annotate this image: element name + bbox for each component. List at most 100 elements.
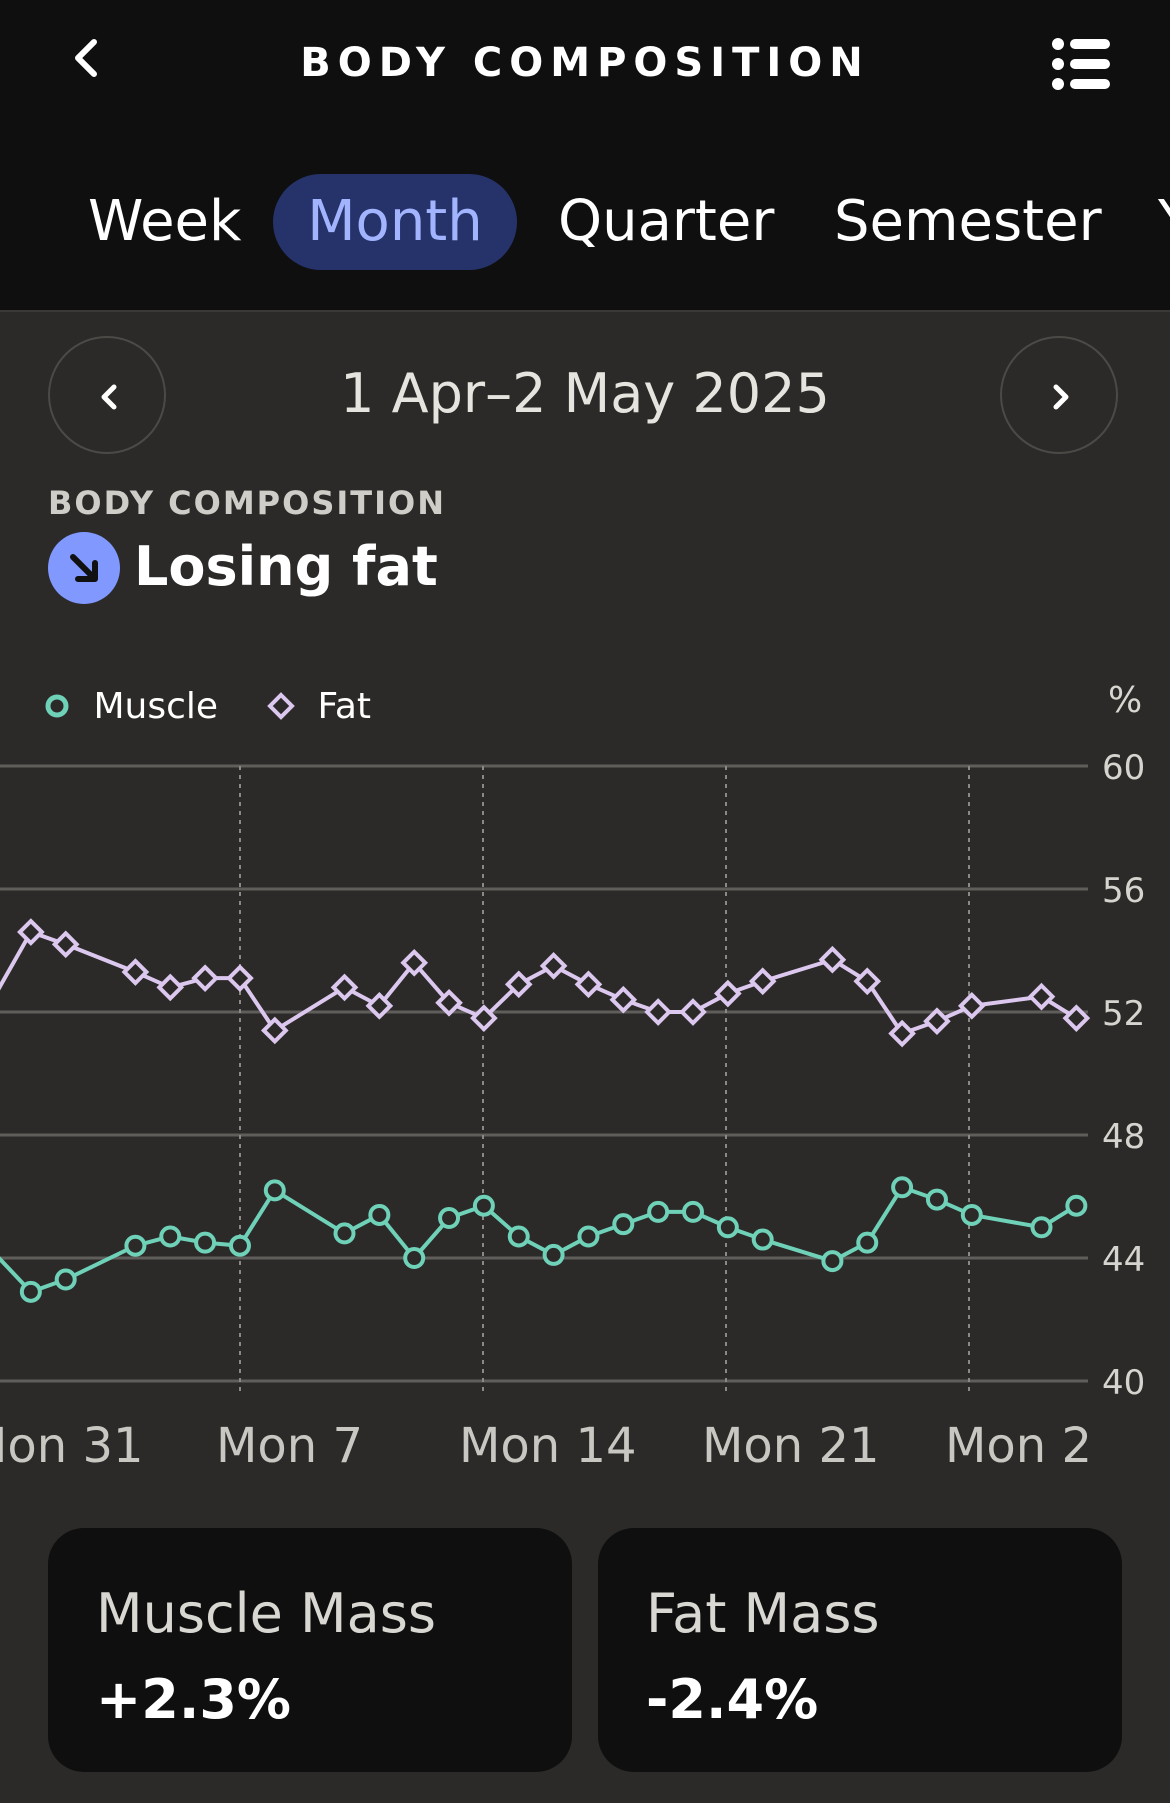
- fat-point: [888, 1019, 916, 1048]
- top-bar: BODY COMPOSITION Week Month Quarter Seme…: [0, 0, 1170, 312]
- muscle-point: [263, 1179, 286, 1202]
- fat-point: [714, 979, 742, 1008]
- x-tick-label: Mon 14: [459, 1418, 637, 1474]
- muscle-point: [612, 1213, 635, 1236]
- muscle-mass-title: Muscle Mass: [96, 1582, 436, 1645]
- fat-point: [609, 985, 638, 1014]
- fat-mass-title: Fat Mass: [646, 1582, 880, 1645]
- muscle-point: [333, 1222, 356, 1245]
- fat-point: [818, 945, 847, 974]
- tab-semester[interactable]: Semester: [834, 189, 1102, 254]
- legend-muscle-label: Muscle: [93, 686, 219, 727]
- y-tick-label: 60: [1102, 748, 1145, 788]
- fat-point: [156, 973, 185, 1002]
- muscle-point: [403, 1247, 426, 1269]
- muscle-point: [647, 1200, 670, 1223]
- fat-point: [539, 952, 568, 980]
- muscle-point: [577, 1225, 600, 1248]
- muscle-point: [1065, 1194, 1088, 1217]
- muscle-point: [960, 1203, 983, 1226]
- fat-mass-value: -2.4%: [646, 1668, 819, 1731]
- tab-quarter[interactable]: Quarter: [558, 189, 775, 254]
- diamond-marker-icon: [267, 692, 295, 720]
- muscle-point: [821, 1250, 844, 1273]
- fat-point: [957, 992, 986, 1020]
- menu-button[interactable]: [1050, 36, 1112, 92]
- muscle-point: [542, 1243, 565, 1266]
- x-tick-label: Mon 2: [945, 1418, 1092, 1474]
- chevron-right-icon: [1053, 384, 1069, 410]
- fat-point: [679, 998, 707, 1026]
- previous-period-button[interactable]: [48, 336, 166, 454]
- fat-point: [574, 970, 603, 999]
- muscle-point: [159, 1225, 182, 1248]
- y-tick-label: 52: [1102, 994, 1145, 1034]
- fat-point: [470, 1004, 498, 1032]
- legend-muscle: Muscle: [42, 686, 219, 727]
- fat-point: [435, 988, 463, 1017]
- status-text: Losing fat: [134, 535, 438, 598]
- fat-point: [226, 964, 254, 993]
- muscle-mass-card[interactable]: Muscle Mass +2.3%: [48, 1528, 572, 1772]
- muscle-point: [1030, 1216, 1053, 1239]
- unit-label: %: [1108, 680, 1143, 721]
- fat-point: [1062, 1004, 1091, 1032]
- back-button[interactable]: [58, 28, 118, 88]
- y-tick-label: 48: [1102, 1117, 1145, 1157]
- y-tick-label: 44: [1102, 1240, 1145, 1280]
- fat-point: [1027, 982, 1056, 1011]
- fat-point: [853, 967, 882, 996]
- next-period-button[interactable]: [1000, 336, 1118, 454]
- muscle-point: [856, 1231, 879, 1254]
- muscle-point: [716, 1216, 739, 1239]
- muscle-point: [19, 1280, 42, 1303]
- fat-point: [17, 918, 45, 946]
- circle-marker-icon: [45, 694, 69, 718]
- muscle-point: [194, 1231, 217, 1254]
- chevron-left-icon: [101, 384, 117, 410]
- muscle-point: [438, 1207, 461, 1230]
- fat-line: [0, 930, 1078, 1036]
- muscle-point: [124, 1234, 147, 1257]
- fat-mass-card[interactable]: Fat Mass -2.4%: [598, 1528, 1122, 1772]
- x-tick-label: Mon 21: [702, 1418, 880, 1474]
- muscle-point: [682, 1200, 704, 1223]
- date-range: 1 Apr–2 May 2025: [340, 362, 830, 425]
- fat-point: [330, 973, 359, 1002]
- muscle-point: [507, 1225, 530, 1248]
- fat-point: [504, 970, 533, 999]
- fat-point: [923, 1007, 951, 1036]
- legend-fat: Fat: [266, 686, 371, 727]
- tab-month[interactable]: Month: [273, 174, 517, 270]
- muscle-point: [228, 1234, 251, 1257]
- muscle-point: [472, 1194, 495, 1217]
- fat-point: [365, 992, 394, 1020]
- fat-point: [191, 964, 219, 993]
- muscle-point: [925, 1188, 948, 1211]
- muscle-line: [0, 1185, 1078, 1294]
- muscle-point: [368, 1203, 391, 1226]
- y-tick-label: 56: [1102, 871, 1145, 911]
- fat-point: [51, 930, 80, 959]
- fat-point: [121, 958, 150, 986]
- fat-point: [400, 948, 429, 977]
- arrow-down-right-icon: [48, 532, 120, 604]
- fat-point: [644, 998, 672, 1026]
- body-composition-chart: 60 56 52 48 44 40 Mon 31 Mon 7 Mon 14 Mon 21 Mon …: [0, 748, 1145, 1474]
- fat-point: [260, 1016, 289, 1045]
- x-tick-label: Mon 7: [216, 1418, 363, 1474]
- muscle-point: [891, 1176, 914, 1199]
- x-tick-label: Mon 31: [0, 1418, 144, 1474]
- tab-year[interactable]: Y: [1158, 174, 1170, 270]
- tab-week[interactable]: Week: [88, 189, 242, 254]
- chevron-left-icon: [75, 39, 97, 77]
- page-title: BODY COMPOSITION: [300, 40, 870, 86]
- section-label: BODY COMPOSITION: [48, 484, 446, 522]
- muscle-mass-value: +2.3%: [96, 1668, 292, 1731]
- list-icon: [1052, 38, 1110, 90]
- muscle-point: [54, 1268, 77, 1291]
- period-tabs: Week Month Quarter Semester Y: [0, 174, 1170, 270]
- muscle-point: [751, 1228, 774, 1251]
- y-tick-label: 40: [1102, 1363, 1145, 1403]
- fat-point: [748, 967, 777, 996]
